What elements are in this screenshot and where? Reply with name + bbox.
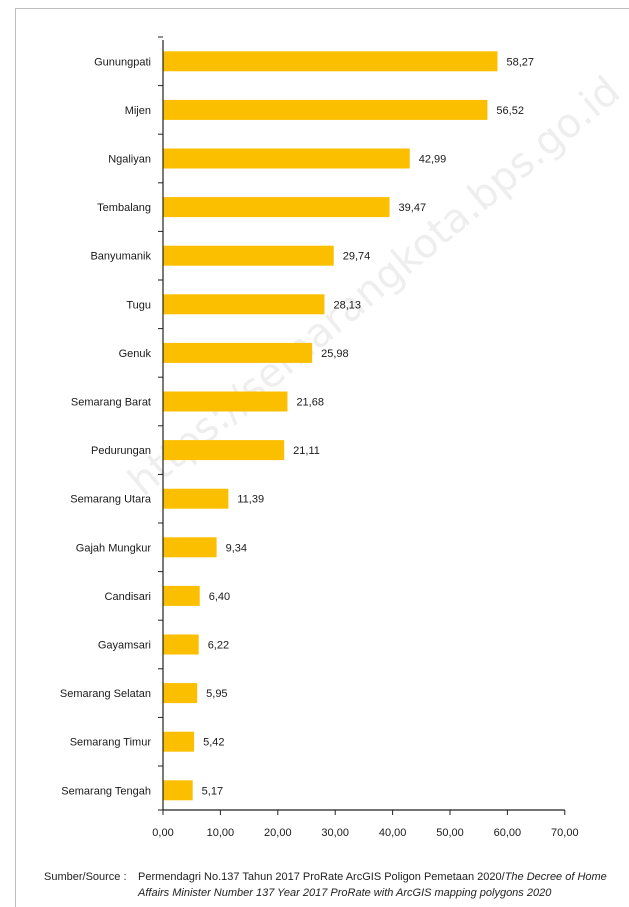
value-label: 11,39 [237, 494, 264, 506]
value-label: 9,34 [226, 542, 247, 554]
x-tick-label: 0,00 [152, 827, 173, 839]
category-label: Gunungpati [94, 56, 151, 68]
category-label: Candisari [105, 591, 151, 603]
bar [163, 537, 217, 558]
category-label: Semarang Barat [71, 397, 151, 409]
value-label: 56,52 [496, 105, 524, 117]
value-label: 25,98 [321, 348, 349, 360]
category-label: Semarang Selatan [60, 688, 151, 700]
value-label: 5,42 [203, 737, 224, 749]
bar [163, 51, 498, 72]
source-text: Permendagri No.137 Tahun 2017 ProRate Ar… [138, 869, 628, 901]
category-label: Semarang Tengah [61, 785, 151, 797]
value-label: 5,95 [206, 688, 227, 700]
category-label: Semarang Utara [70, 494, 152, 506]
value-label: 58,27 [506, 56, 534, 68]
bar [163, 197, 390, 218]
bar [163, 294, 325, 315]
category-label: Tembalang [97, 202, 151, 214]
source-label: Sumber/Source : [44, 871, 127, 883]
bar [163, 780, 193, 801]
x-tick-label: 60,00 [494, 827, 522, 839]
category-label: Ngaliyan [108, 154, 151, 166]
bar [163, 634, 199, 655]
bar [163, 683, 198, 704]
bar-chart: Gunungpati 58,27 Mijen 56,52 Ngaliyan 42,99 Te… [60, 36, 579, 839]
category-label: Pedurungan [91, 445, 151, 457]
bar [163, 488, 229, 509]
bar [163, 245, 334, 266]
value-label: 39,47 [399, 202, 427, 214]
chart-frame [15, 8, 629, 907]
bar [163, 99, 488, 120]
category-label: Semarang Timur [70, 737, 152, 749]
value-label: 5,17 [202, 785, 223, 797]
source-text-id: Permendagri No.137 Tahun 2017 ProRate Ar… [138, 871, 505, 883]
bar [163, 391, 288, 412]
value-label: 29,74 [343, 251, 371, 263]
x-tick-label: 20,00 [264, 827, 292, 839]
x-tick-label: 30,00 [321, 827, 349, 839]
category-label: Banyumanik [90, 251, 151, 263]
bar [163, 148, 410, 169]
x-tick-label: 70,00 [551, 827, 579, 839]
category-label: Mijen [125, 105, 151, 117]
x-tick-label: 50,00 [436, 827, 464, 839]
bar [163, 585, 200, 606]
category-label: Gayamsari [98, 640, 151, 652]
value-label: 21,68 [296, 397, 324, 409]
bar [163, 342, 313, 363]
x-tick-label: 10,00 [207, 827, 235, 839]
category-label: Tugu [126, 299, 151, 311]
value-label: 6,40 [209, 591, 230, 603]
value-label: 21,11 [293, 445, 320, 457]
x-tick-label: 40,00 [379, 827, 407, 839]
category-label: Gajah Mungkur [76, 542, 152, 554]
bar [163, 440, 285, 461]
value-label: 42,99 [419, 154, 447, 166]
source-text-en: The Decree of Home Affairs Minister Numb… [138, 871, 607, 899]
value-label: 28,13 [333, 299, 361, 311]
category-label: Genuk [119, 348, 152, 360]
value-label: 6,22 [208, 640, 229, 652]
bar [163, 731, 195, 752]
